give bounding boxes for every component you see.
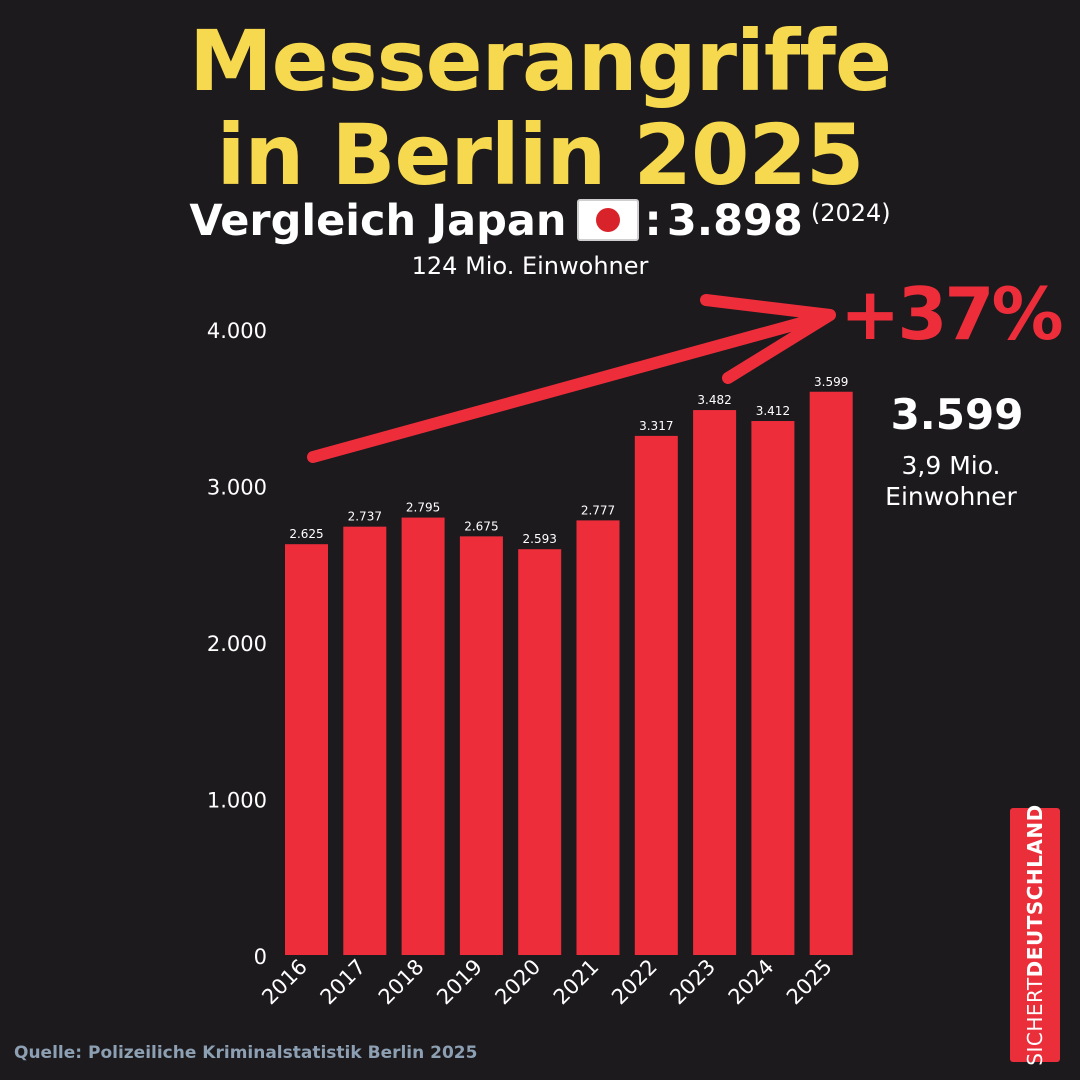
y-tick-label: 1.000: [207, 789, 267, 813]
x-tick-label: 2022: [607, 955, 662, 1010]
bars: [285, 391, 853, 956]
japan-comparison-label: Vergleich Japan: [189, 196, 567, 246]
y-tick-label: 2.000: [207, 632, 267, 656]
bar-value-label: 2.777: [581, 503, 615, 517]
bar-value-label: 2.625: [289, 527, 323, 541]
y-tick-label: 0: [254, 945, 267, 969]
x-axis: 2016 2017 2018 2019 2020 2021 2022 2023 2024 2025: [257, 955, 836, 1010]
japan-comparison: Vergleich Japan: 3.898 (2024): [0, 196, 1080, 246]
bar-2022: [634, 435, 678, 955]
brand-part-2: DEUTSCHLAND: [1023, 804, 1047, 978]
japan-year: (2024): [810, 199, 891, 227]
berlin-population-line-1: 3,9 Mio.: [901, 451, 1001, 480]
trend-arrow-icon: [307, 294, 836, 463]
bar-value-label: 2.593: [523, 532, 557, 546]
brand-part-1: SICHERT: [1023, 977, 1047, 1066]
bar-2023: [693, 410, 737, 955]
bar-2024: [751, 421, 795, 956]
bar-2018: [401, 517, 445, 955]
japan-value: 3.898: [666, 196, 803, 246]
bar-2017: [343, 526, 387, 955]
percent-change: +37%: [840, 272, 1064, 356]
x-tick-label: 2024: [724, 955, 779, 1010]
berlin-population: 3,9 Mio. Einwohner: [862, 450, 1040, 512]
x-tick-label: 2020: [490, 955, 545, 1010]
title-line-2: in Berlin 2025: [216, 106, 865, 204]
brand-text: SICHERTDEUTSCHLAND: [1023, 804, 1047, 1065]
title-line-1: Messerangriffe: [189, 12, 892, 110]
x-tick-label: 2019: [432, 955, 487, 1010]
flag-disc: [595, 208, 620, 232]
bar-2025: [809, 391, 853, 956]
bar-value-label: 2.675: [464, 519, 498, 533]
y-axis: 0 1.000 2.000 3.000 4.000: [207, 319, 267, 969]
bar-value-label: 3.482: [697, 393, 731, 407]
japan-population: 124 Mio. Einwohner: [411, 252, 649, 280]
bar-2016: [285, 544, 328, 955]
x-tick-label: 2018: [374, 955, 429, 1010]
bar-value-label: 3.317: [639, 419, 673, 433]
berlin-value: 3.599: [890, 390, 1024, 439]
bar-2021: [576, 520, 620, 955]
chart-title: Messerangriffe in Berlin 2025: [0, 14, 1080, 202]
x-tick-label: 2023: [665, 955, 720, 1010]
value-labels: 2.625 2.737 2.795 2.675 2.593 2.777 3.317 3.482…: [289, 375, 848, 546]
bar-2019: [459, 536, 503, 955]
x-tick-label: 2025: [782, 955, 837, 1010]
bar-2020: [518, 549, 562, 955]
x-tick-label: 2021: [549, 955, 604, 1010]
berlin-population-line-2: Einwohner: [885, 482, 1017, 511]
bar-value-label: 3.412: [756, 404, 790, 418]
brand-logo: SICHERTDEUTSCHLAND: [1010, 804, 1060, 1066]
bar-value-label: 2.737: [348, 510, 382, 524]
y-tick-label: 4.000: [207, 319, 267, 343]
bar-value-label: 2.795: [406, 501, 440, 515]
y-tick-label: 3.000: [207, 476, 267, 500]
source-note: Quelle: Polizeiliche Kriminalstatistik B…: [14, 1043, 478, 1063]
x-tick-label: 2017: [316, 955, 371, 1010]
bar-value-label: 3.599: [814, 375, 848, 389]
colon: :: [644, 196, 662, 246]
japan-flag-icon: [576, 199, 639, 241]
